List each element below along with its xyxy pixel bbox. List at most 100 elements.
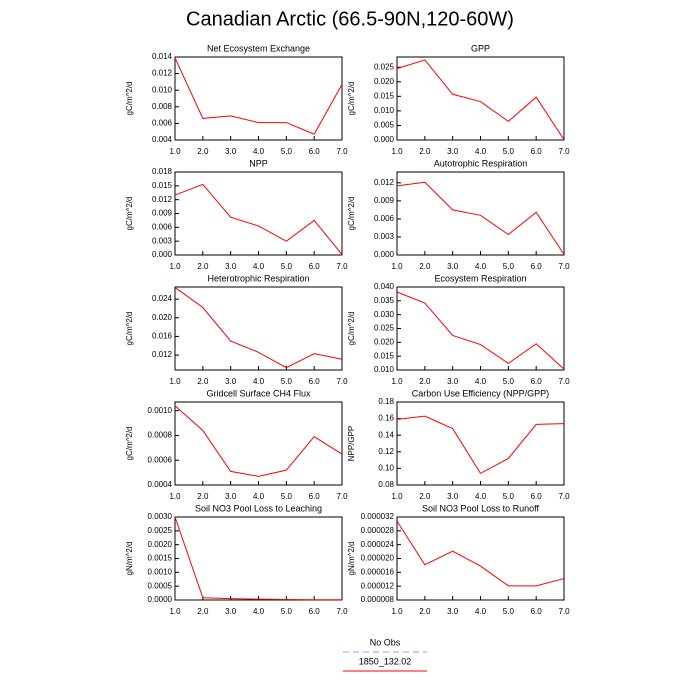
y-tick-label: 0.003: [152, 236, 173, 245]
y-axis-label: gC/m^2/d: [347, 82, 356, 116]
x-tick-label: 5.0: [281, 262, 293, 271]
x-tick-label: 2.0: [197, 607, 209, 616]
x-tick-label: 1.0: [391, 492, 403, 501]
plot-frame: [396, 56, 565, 141]
data-line: [396, 59, 565, 140]
x-tick-label: 4.0: [475, 492, 487, 501]
x-tick-label: 6.0: [309, 262, 321, 271]
y-axis-label: gN/m^2/d: [347, 542, 356, 576]
x-tick-label: 5.0: [281, 607, 293, 616]
panel-title: Carbon Use Efficiency (NPP/GPP): [412, 388, 549, 398]
x-tick-label: 7.0: [336, 262, 348, 271]
y-tick-label: 0.015: [374, 351, 395, 360]
x-tick-label: 2.0: [419, 492, 431, 501]
x-tick-label: 2.0: [197, 262, 209, 271]
x-tick-label: 5.0: [503, 147, 515, 156]
y-tick-label: 0.0008: [148, 431, 173, 440]
x-tick-label: 2.0: [419, 377, 431, 386]
x-tick-label: 4.0: [253, 492, 265, 501]
y-tick-label: 0.009: [374, 196, 395, 205]
x-tick-label: 1.0: [391, 377, 403, 386]
x-tick-label: 3.0: [447, 607, 459, 616]
x-tick-label: 6.0: [531, 492, 543, 501]
y-tick-label: 0.016: [152, 332, 173, 341]
x-tick-label: 1.0: [169, 147, 181, 156]
x-tick-label: 4.0: [253, 147, 265, 156]
x-tick-label: 7.0: [336, 607, 348, 616]
x-tick-label: 3.0: [225, 607, 237, 616]
panel-title: Soil NO3 Pool Loss to Runoff: [422, 503, 539, 513]
x-tick-label: 3.0: [447, 377, 459, 386]
plot-frame: [174, 56, 343, 141]
plot-frame: [174, 171, 343, 256]
plot-frame: [174, 286, 343, 371]
y-tick-label: 0.000024: [361, 540, 395, 549]
x-tick-label: 7.0: [336, 147, 348, 156]
y-tick-label: 0.000016: [361, 567, 395, 576]
y-tick-label: 0.000012: [361, 581, 395, 590]
y-tick-label: 0.0025: [148, 526, 173, 535]
x-tick-label: 4.0: [253, 262, 265, 271]
x-tick-label: 7.0: [558, 492, 570, 501]
plot-frame: [396, 516, 565, 601]
y-tick-label: 0.12: [378, 447, 394, 456]
panel-title: Heterotrophic Respiration: [207, 273, 309, 283]
x-tick-label: 2.0: [419, 262, 431, 271]
x-tick-label: 6.0: [531, 262, 543, 271]
x-tick-label: 3.0: [447, 147, 459, 156]
y-axis-label: gC/m^2/d: [347, 197, 356, 231]
y-tick-label: 0.000: [374, 250, 395, 259]
plot-frame: [396, 286, 565, 371]
y-tick-label: 0.000032: [361, 512, 395, 521]
x-tick-label: 3.0: [225, 262, 237, 271]
y-tick-label: 0.000: [152, 250, 173, 259]
y-tick-label: 0.000008: [361, 595, 395, 604]
y-axis-label: NPP/GPP: [347, 426, 356, 462]
x-tick-label: 3.0: [225, 492, 237, 501]
y-tick-label: 0.14: [378, 430, 394, 439]
data-line: [174, 183, 343, 255]
x-tick-label: 4.0: [475, 377, 487, 386]
x-tick-label: 7.0: [558, 147, 570, 156]
y-tick-label: 0.10: [378, 464, 394, 473]
x-tick-label: 5.0: [503, 607, 515, 616]
y-tick-label: 0.006: [152, 222, 173, 231]
x-tick-label: 7.0: [558, 262, 570, 271]
plot-frame: [396, 171, 565, 256]
x-tick-label: 5.0: [503, 492, 515, 501]
panel-title: Gridcell Surface CH4 Flux: [206, 388, 311, 398]
x-tick-label: 2.0: [197, 492, 209, 501]
data-line: [174, 287, 343, 369]
panel-title: Ecosystem Respiration: [434, 273, 526, 283]
x-tick-label: 7.0: [558, 607, 570, 616]
y-axis-label: gN/m^2/d: [125, 542, 134, 576]
x-tick-label: 6.0: [309, 147, 321, 156]
y-tick-label: 0.000028: [361, 526, 395, 535]
y-tick-label: 0.015: [374, 91, 395, 100]
y-axis-label: gC/m^2/d: [347, 312, 356, 346]
x-tick-label: 2.0: [197, 377, 209, 386]
y-tick-label: 0.014: [152, 52, 173, 61]
x-tick-label: 4.0: [475, 147, 487, 156]
x-tick-label: 3.0: [447, 492, 459, 501]
data-line: [396, 415, 565, 475]
x-tick-label: 6.0: [309, 607, 321, 616]
x-tick-label: 1.0: [391, 147, 403, 156]
x-tick-label: 6.0: [531, 607, 543, 616]
x-tick-label: 5.0: [281, 377, 293, 386]
x-tick-label: 5.0: [503, 262, 515, 271]
plot-frame: [174, 401, 343, 486]
y-axis-label: gC/m^2/d: [125, 427, 134, 461]
y-tick-label: 0.006: [152, 119, 173, 128]
x-tick-label: 6.0: [309, 492, 321, 501]
y-tick-label: 0.030: [374, 310, 395, 319]
plot-frame: [174, 516, 343, 601]
y-tick-label: 0.0020: [148, 540, 173, 549]
y-tick-label: 0.0000: [148, 595, 173, 604]
x-tick-label: 6.0: [531, 147, 543, 156]
y-tick-label: 0.010: [152, 85, 173, 94]
y-tick-label: 0.000020: [361, 554, 395, 563]
y-tick-label: 0.024: [152, 294, 173, 303]
panel-title: Soil NO3 Pool Loss to Leaching: [195, 503, 322, 513]
